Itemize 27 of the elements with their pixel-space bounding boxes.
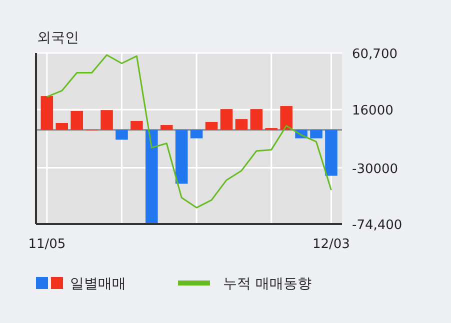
bar <box>220 109 233 130</box>
bar <box>70 110 83 130</box>
x-tick-label: 12/03 <box>312 237 350 252</box>
bar <box>235 119 248 130</box>
bar <box>250 109 263 130</box>
bar <box>56 122 68 130</box>
bar <box>40 96 54 130</box>
bar <box>190 130 203 138</box>
bar <box>116 130 128 140</box>
y-tick-label: 60,700 <box>352 47 398 62</box>
bar <box>325 130 338 176</box>
bar <box>280 106 292 130</box>
chart-title: 외국인 <box>37 30 79 46</box>
bar <box>205 122 218 130</box>
legend-label: 누적 매매동향 <box>223 276 312 292</box>
legend-label: 일별매매 <box>70 276 126 292</box>
y-tick-label: -74,400 <box>352 218 402 233</box>
line-series <box>46 54 332 208</box>
x-tick-label: 11/05 <box>28 237 66 252</box>
bar <box>130 120 143 130</box>
bar <box>175 130 188 184</box>
bar <box>310 130 322 138</box>
y-tick-label: -30000 <box>352 162 398 177</box>
y-tick-label: 16000 <box>352 104 394 119</box>
bar <box>146 130 158 224</box>
bar <box>100 110 113 130</box>
bar <box>160 125 173 130</box>
